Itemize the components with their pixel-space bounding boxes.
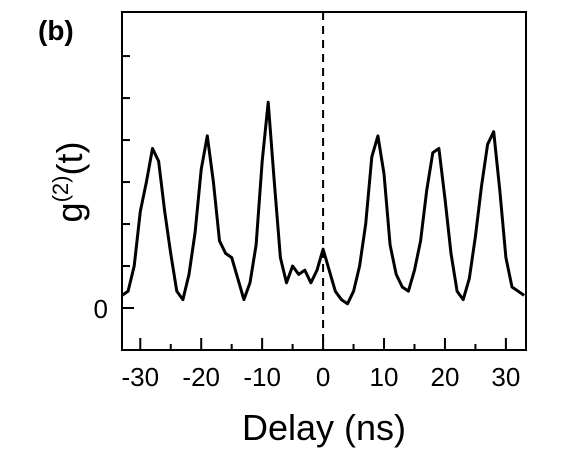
panel-label: (b) bbox=[38, 15, 74, 46]
x-tick-label: 20 bbox=[430, 362, 459, 392]
x-tick-label: -20 bbox=[182, 362, 220, 392]
y-label-tail: (t) bbox=[49, 142, 90, 176]
x-tick-label: -10 bbox=[243, 362, 281, 392]
y-axis-label: g(2)(t) bbox=[48, 142, 90, 223]
x-axis-label: Delay (ns) bbox=[242, 407, 406, 448]
data-line bbox=[121, 100, 526, 306]
y-tick-label: 0 bbox=[94, 294, 108, 324]
x-tick-label: 30 bbox=[491, 362, 520, 392]
x-tick-label: 0 bbox=[316, 362, 330, 392]
x-tick-label: -30 bbox=[121, 362, 159, 392]
x-tick-label: 10 bbox=[370, 362, 399, 392]
y-label-sup: (2) bbox=[48, 176, 73, 203]
y-label-base: g bbox=[49, 202, 90, 222]
